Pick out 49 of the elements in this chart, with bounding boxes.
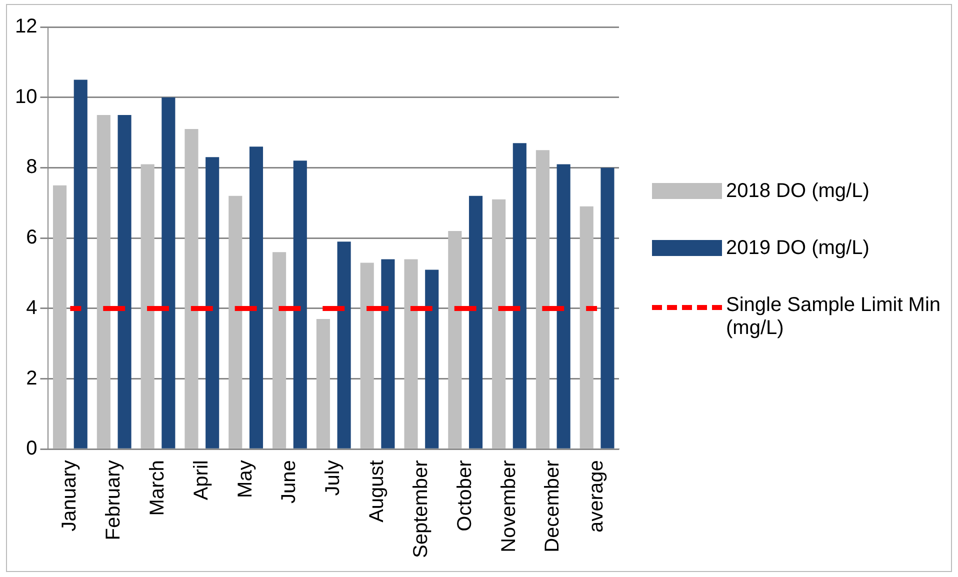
bar bbox=[140, 164, 154, 448]
x-tick-label: average bbox=[586, 460, 608, 532]
legend-label: 2018 DO (mg/L) bbox=[726, 180, 870, 203]
bar bbox=[316, 319, 330, 448]
x-tick-label: July bbox=[322, 460, 344, 496]
bar bbox=[52, 185, 67, 448]
bar bbox=[468, 196, 483, 448]
bar bbox=[360, 262, 374, 448]
y-tick-label: 4 bbox=[26, 296, 38, 319]
bar bbox=[381, 259, 395, 448]
bar bbox=[492, 199, 506, 448]
bar bbox=[184, 129, 198, 448]
x-tick-label: March bbox=[146, 460, 169, 516]
bar bbox=[96, 114, 110, 448]
x-tick-label: September bbox=[410, 460, 432, 558]
x-tick-label: April bbox=[190, 460, 212, 500]
y-tick-label: 8 bbox=[26, 156, 38, 178]
x-tick-label: January bbox=[58, 460, 81, 532]
bar bbox=[448, 231, 462, 448]
bar bbox=[272, 252, 286, 448]
bar bbox=[337, 242, 351, 448]
bar bbox=[556, 164, 570, 448]
bar bbox=[404, 259, 418, 448]
x-tick-label: June bbox=[278, 460, 300, 504]
bar bbox=[425, 270, 439, 448]
bar bbox=[162, 97, 176, 448]
x-tick-label: February bbox=[102, 460, 125, 540]
bar bbox=[228, 196, 242, 448]
bar bbox=[74, 80, 88, 448]
legend-label: Single Sample Limit Min (mg/L) bbox=[726, 294, 942, 340]
y-tick-label: 0 bbox=[26, 438, 38, 460]
bar bbox=[118, 114, 132, 448]
bar bbox=[206, 157, 220, 448]
bar bbox=[536, 150, 550, 448]
legend-label: 2019 DO (mg/L) bbox=[726, 237, 870, 260]
x-tick-label: October bbox=[454, 460, 476, 532]
y-tick-label: 6 bbox=[26, 226, 38, 249]
bar bbox=[249, 146, 264, 448]
bar bbox=[600, 168, 614, 448]
x-tick-label: May bbox=[234, 460, 256, 498]
x-tick-label: August bbox=[366, 460, 388, 522]
bar bbox=[293, 160, 307, 448]
x-tick-label: November bbox=[498, 460, 520, 552]
y-tick-label: 12 bbox=[14, 16, 38, 38]
x-tick-label: December bbox=[542, 460, 564, 552]
y-tick-label: 10 bbox=[14, 86, 38, 108]
bar bbox=[580, 206, 594, 448]
bar bbox=[512, 143, 526, 448]
y-tick-label: 2 bbox=[26, 367, 38, 390]
